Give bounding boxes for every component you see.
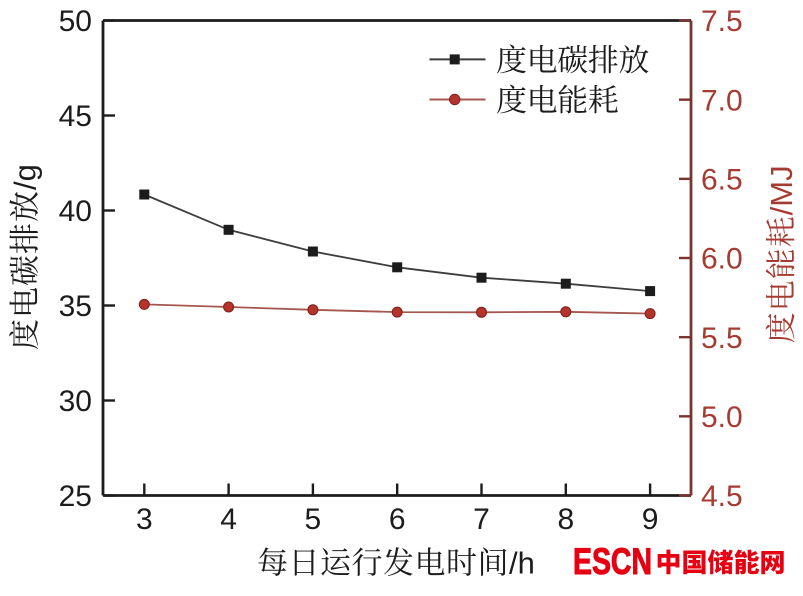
svg-text:40: 40 — [59, 195, 92, 228]
svg-text:6.5: 6.5 — [701, 164, 743, 197]
svg-text:8: 8 — [557, 503, 574, 536]
svg-text:6.0: 6.0 — [701, 243, 743, 276]
svg-text:3: 3 — [136, 503, 153, 536]
svg-text:30: 30 — [59, 385, 92, 418]
svg-text:ESCN: ESCN — [573, 541, 652, 582]
svg-text:/g: /g — [8, 164, 43, 190]
svg-text:25: 25 — [59, 480, 92, 513]
svg-text:5: 5 — [305, 503, 322, 536]
svg-text:9: 9 — [642, 503, 659, 536]
svg-text:7.5: 7.5 — [701, 5, 743, 38]
svg-text:4: 4 — [220, 503, 237, 536]
svg-text:35: 35 — [59, 290, 92, 323]
svg-text:5.0: 5.0 — [701, 401, 743, 434]
svg-text:7: 7 — [473, 503, 490, 536]
svg-text:5.5: 5.5 — [701, 322, 743, 355]
svg-text:/h: /h — [509, 546, 535, 581]
svg-text:7.0: 7.0 — [701, 84, 743, 117]
svg-text:4.5: 4.5 — [701, 480, 743, 513]
svg-text:50: 50 — [59, 5, 92, 38]
svg-text:45: 45 — [59, 100, 92, 133]
svg-text:6: 6 — [389, 503, 406, 536]
svg-text:/MJ: /MJ — [764, 165, 799, 215]
